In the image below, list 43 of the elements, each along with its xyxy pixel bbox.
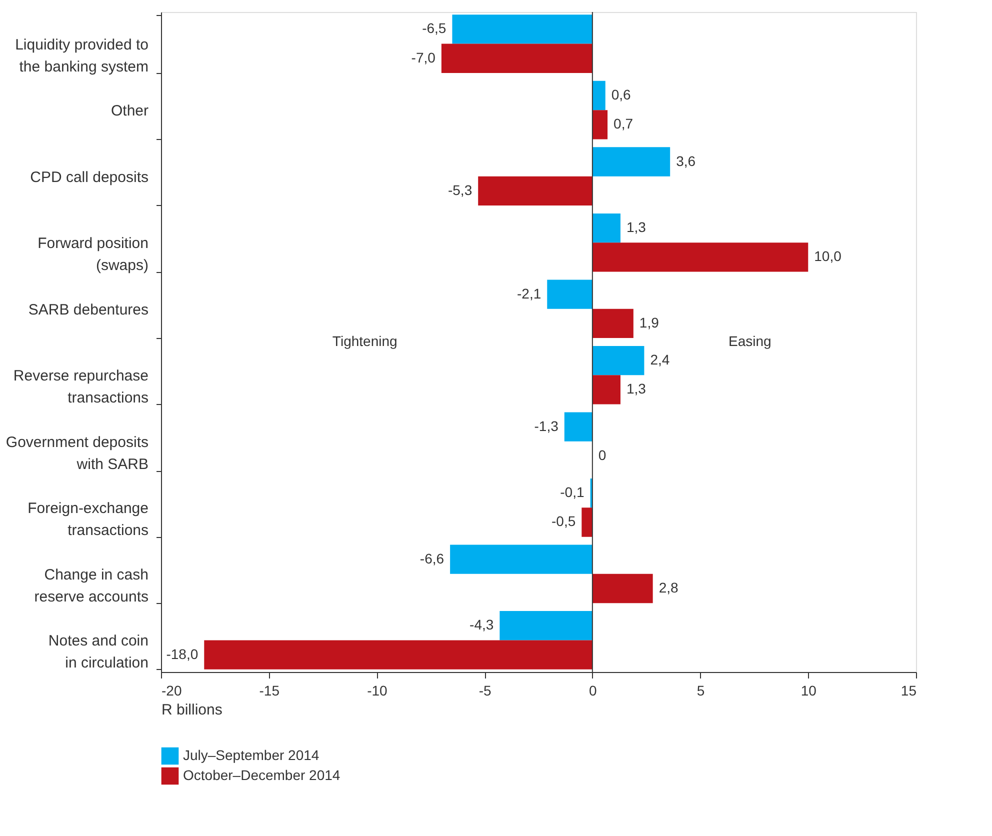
data-label: 0,6 — [611, 86, 632, 102]
data-label: -18,0 — [166, 646, 198, 662]
data-label: 0 — [598, 446, 606, 463]
x-tick-label: 0 — [589, 682, 598, 698]
y-tick-label: Forward position (swaps) — [38, 235, 148, 274]
data-label: 3,6 — [676, 152, 696, 169]
data-label: 2,8 — [658, 580, 679, 596]
x-tick-label: 10 — [800, 682, 817, 698]
data-label: -0,1 — [560, 484, 584, 500]
data-label: 1,3 — [626, 219, 646, 236]
x-tick-label: -10 — [367, 682, 388, 698]
y-tick-label: SARB debentures — [28, 301, 148, 318]
data-label: 10,0 — [814, 248, 842, 264]
data-label: -0,5 — [552, 513, 576, 530]
annotation: Easing — [728, 333, 772, 349]
data-label: -2,1 — [517, 285, 542, 302]
x-axis-title: R billions — [162, 702, 222, 718]
y-tick-label: Reverse repurchase transactions — [13, 368, 148, 407]
data-label: 2,4 — [650, 352, 670, 368]
data-label: 1,3 — [626, 380, 646, 397]
data-label: -6,5 — [422, 20, 446, 36]
data-label: 0,7 — [614, 116, 634, 132]
y-tick-label: Other — [110, 102, 149, 120]
annotation: Tightening — [332, 333, 398, 349]
data-label: -6,6 — [420, 550, 444, 566]
x-tick-label: -20 — [162, 682, 182, 698]
x-tick-label: 5 — [696, 682, 705, 698]
y-tick-label: Notes and coin in circulation — [48, 632, 148, 672]
data-label: 1,9 — [639, 314, 660, 330]
y-tick-label: Government deposits with SARB — [6, 434, 148, 473]
legend-label: July–September 2014 — [183, 747, 320, 763]
x-tick-label: -15 — [259, 682, 280, 698]
x-tick-label: -5 — [478, 682, 492, 698]
x-tick-label: 15 — [900, 682, 917, 698]
y-tick-label: CPD call deposits — [30, 168, 148, 186]
data-label: -1,3 — [534, 418, 559, 434]
data-label: -5,3 — [448, 182, 472, 198]
data-label: -4,3 — [470, 616, 494, 633]
data-label: -7,0 — [411, 49, 436, 66]
y-tick-label: Change in cash reserve accounts — [34, 566, 148, 606]
y-tick-label: Liquidity provided to the banking system — [15, 36, 148, 76]
legend-label: October–December 2014 — [183, 767, 340, 783]
y-tick-label: Foreign-exchange transactions — [28, 500, 148, 540]
